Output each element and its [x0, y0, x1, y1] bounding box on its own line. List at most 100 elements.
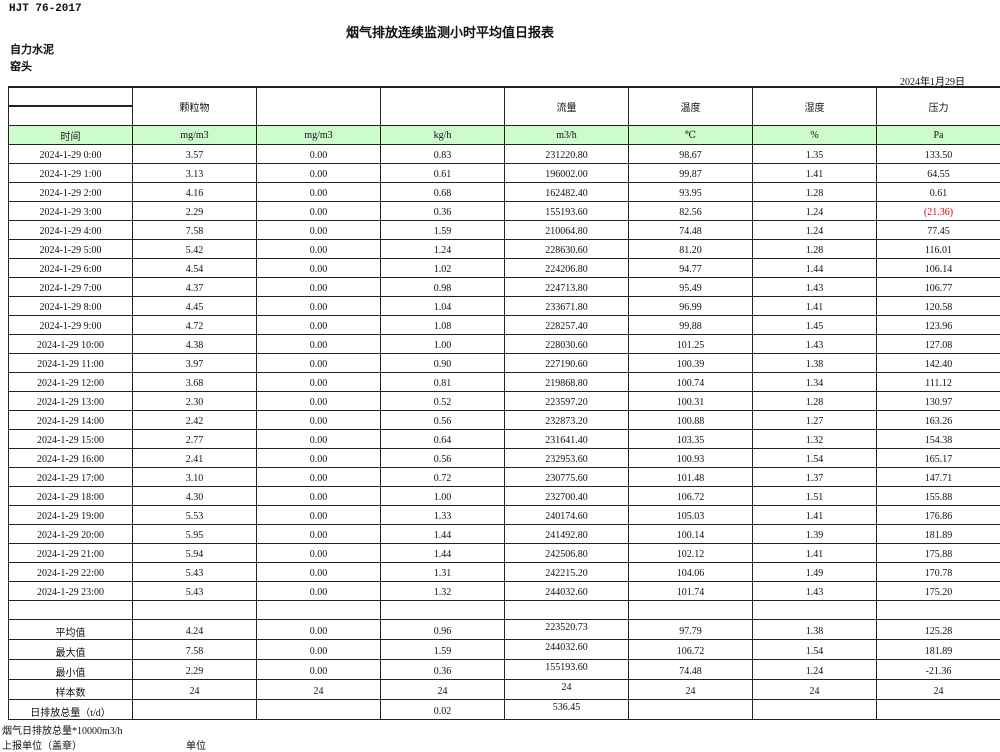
- value-cell: 1.24: [753, 221, 877, 240]
- value-cell: 0.00: [257, 145, 381, 164]
- row-label-cell: 2024-1-29 17:00: [9, 468, 133, 487]
- value-cell: 24: [877, 680, 1000, 700]
- value-cell: 3.57: [133, 145, 257, 164]
- row-label-cell: 2024-1-29 20:00: [9, 525, 133, 544]
- value-cell: 196002.00: [505, 164, 629, 183]
- value-cell: 97.79: [629, 620, 753, 640]
- value-cell: [257, 601, 381, 620]
- header-cell-corner: [9, 87, 133, 126]
- value-cell: 5.95: [133, 525, 257, 544]
- value-cell: 0.00: [257, 392, 381, 411]
- value-cell: 130.97: [877, 392, 1000, 411]
- row-label-cell: 2024-1-29 8:00: [9, 297, 133, 316]
- value-cell: 4.54: [133, 259, 257, 278]
- row-label-cell: 2024-1-29 12:00: [9, 373, 133, 392]
- value-cell: 133.50: [877, 145, 1000, 164]
- value-cell: 93.95: [629, 183, 753, 202]
- value-cell: 0.00: [257, 430, 381, 449]
- value-cell: 24: [257, 680, 381, 700]
- row-label-cell: 2024-1-29 15:00: [9, 430, 133, 449]
- value-cell: 7.58: [133, 221, 257, 240]
- value-cell: 1.04: [381, 297, 505, 316]
- unit-cell: mg/m3: [257, 126, 381, 145]
- header-row: 颗粒物 流量 温度 湿度 压力: [9, 87, 1000, 126]
- header-cell: 压力: [877, 87, 1000, 126]
- value-cell: 7.58: [133, 640, 257, 660]
- value-cell: 100.39: [629, 354, 753, 373]
- value-cell: 106.72: [629, 640, 753, 660]
- row-label-cell: 日排放总量（t/d）: [9, 700, 133, 720]
- value-cell: 99.88: [629, 316, 753, 335]
- row-label-cell: 2024-1-29 14:00: [9, 411, 133, 430]
- value-cell: 0.00: [257, 278, 381, 297]
- row-label-cell: 最大值: [9, 640, 133, 660]
- value-cell: 101.25: [629, 335, 753, 354]
- value-cell: 1.43: [753, 335, 877, 354]
- value-cell: 0.00: [257, 164, 381, 183]
- value-cell: 0.36: [381, 660, 505, 680]
- header-cell: [257, 87, 381, 126]
- unit-cell: %: [753, 126, 877, 145]
- value-cell: 240174.60: [505, 506, 629, 525]
- value-cell: 24: [381, 680, 505, 700]
- site-name: 窑头: [10, 58, 32, 74]
- value-cell: -21.36: [877, 660, 1000, 680]
- value-cell: 223597.20: [505, 392, 629, 411]
- value-cell: 0.72: [381, 468, 505, 487]
- value-cell: 1.32: [381, 582, 505, 601]
- value-cell: 0.00: [257, 563, 381, 582]
- unit-cell: m3/h: [505, 126, 629, 145]
- row-label-cell: 2024-1-29 23:00: [9, 582, 133, 601]
- value-cell: 244032.60: [505, 640, 629, 660]
- value-cell: 1.08: [381, 316, 505, 335]
- value-cell: 1.00: [381, 487, 505, 506]
- value-cell: 181.89: [877, 640, 1000, 660]
- value-cell: [629, 601, 753, 620]
- value-cell: 5.42: [133, 240, 257, 259]
- value-cell: 81.20: [629, 240, 753, 259]
- header-cell: 温度: [629, 87, 753, 126]
- value-cell: 224713.80: [505, 278, 629, 297]
- unit-cell: ℃: [629, 126, 753, 145]
- row-label-cell: 2024-1-29 22:00: [9, 563, 133, 582]
- value-cell: 105.03: [629, 506, 753, 525]
- value-cell: 1.27: [753, 411, 877, 430]
- row-label-cell: 2024-1-29 4:00: [9, 221, 133, 240]
- row-label-cell: 2024-1-29 21:00: [9, 544, 133, 563]
- value-cell: 1.28: [753, 183, 877, 202]
- value-cell: 64.55: [877, 164, 1000, 183]
- header-cell: 流量: [505, 87, 629, 126]
- value-cell: 106.72: [629, 487, 753, 506]
- value-cell: 0.02: [381, 700, 505, 720]
- value-cell: 0.00: [257, 640, 381, 660]
- row-label-cell: [9, 601, 133, 620]
- value-cell: 162482.40: [505, 183, 629, 202]
- value-cell: 4.72: [133, 316, 257, 335]
- value-cell: 1.02: [381, 259, 505, 278]
- value-cell: 231641.40: [505, 430, 629, 449]
- value-cell: 142.40: [877, 354, 1000, 373]
- value-cell: 94.77: [629, 259, 753, 278]
- value-cell: 0.00: [257, 582, 381, 601]
- row-label-cell: 样本数: [9, 680, 133, 700]
- value-cell: 1.28: [753, 240, 877, 259]
- row-label-cell: 2024-1-29 16:00: [9, 449, 133, 468]
- value-cell: 0.00: [257, 449, 381, 468]
- value-cell: 242506.80: [505, 544, 629, 563]
- value-cell: 181.89: [877, 525, 1000, 544]
- value-cell: 223520.73: [505, 620, 629, 640]
- value-cell: 0.52: [381, 392, 505, 411]
- blank-row: [9, 601, 1000, 620]
- value-cell: 4.30: [133, 487, 257, 506]
- value-cell: 1.33: [381, 506, 505, 525]
- row-label-cell: 2024-1-29 18:00: [9, 487, 133, 506]
- value-cell: 1.44: [753, 259, 877, 278]
